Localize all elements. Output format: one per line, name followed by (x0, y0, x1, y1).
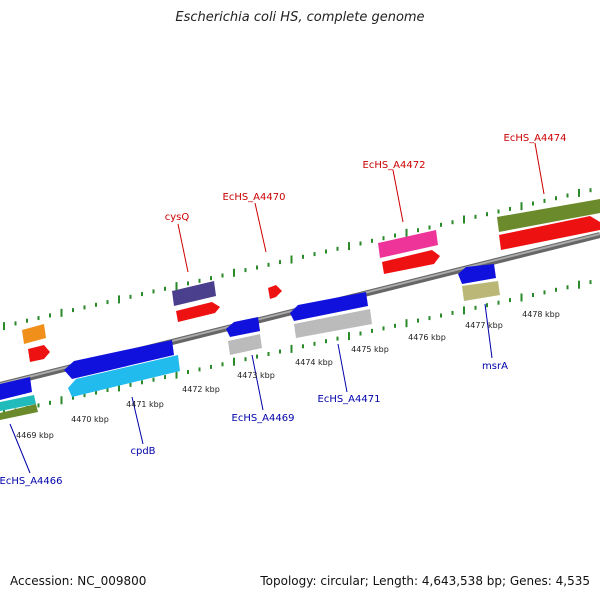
gene-EcHS_A4471[interactable] (290, 292, 368, 321)
gene-red-3[interactable] (382, 250, 440, 274)
label-EcHS_A4469: EcHS_A4469 (232, 413, 295, 424)
gene-msrA[interactable] (458, 264, 496, 284)
map-title: Escherichia coli HS, complete genome (175, 10, 425, 25)
gene-red-small-1[interactable] (28, 345, 50, 362)
reverse-leader-lines (9, 303, 493, 474)
gene-EcHS_A4466[interactable] (0, 377, 32, 400)
gene-cyan-long[interactable] (68, 355, 180, 397)
kbp-label-4474: 4474 kbp (295, 358, 333, 367)
gene-EcHS_A4470[interactable] (268, 285, 282, 299)
accession-text: Accession: NC_009800 (10, 574, 147, 588)
label-cysQ: cysQ (165, 212, 190, 223)
gene-EcHS_A4472[interactable] (378, 230, 438, 258)
label-msrA: msrA (482, 361, 508, 372)
kbp-label-4475: 4475 kbp (351, 345, 389, 354)
gene-cyan-small[interactable] (0, 395, 36, 411)
tick-track-forward (3, 188, 592, 331)
gene-orange[interactable] (22, 324, 46, 344)
label-cpdB: cpdB (130, 446, 155, 457)
gene-EcHS_A4474[interactable] (497, 199, 600, 232)
label-EcHS_A4474: EcHS_A4474 (504, 133, 567, 144)
gene-khaki[interactable] (462, 281, 500, 301)
forward-leader-lines (177, 142, 545, 273)
gene-cysQ[interactable] (172, 281, 216, 306)
gene-red-2[interactable] (176, 302, 220, 322)
label-EcHS_A4472: EcHS_A4472 (363, 160, 426, 171)
gene-olive-small[interactable] (0, 404, 38, 420)
gene-grey-1[interactable] (228, 334, 262, 355)
kbp-label-4472: 4472 kbp (182, 385, 220, 394)
label-EcHS_A4470: EcHS_A4470 (223, 192, 286, 203)
kbp-label-4469: 4469 kbp (16, 431, 54, 440)
gene-EcHS_A4469[interactable] (226, 317, 260, 337)
gene-cpdB[interactable] (64, 340, 174, 379)
kbp-label-4473: 4473 kbp (237, 371, 275, 380)
kbp-label-4478: 4478 kbp (522, 310, 560, 319)
kbp-label-4477: 4477 kbp (465, 321, 503, 330)
gene-red-4[interactable] (499, 216, 600, 250)
tick-track-reverse (3, 280, 592, 418)
gene-grey-long[interactable] (294, 309, 372, 338)
label-EcHS_A4471: EcHS_A4471 (318, 394, 381, 405)
kbp-label-4476: 4476 kbp (408, 333, 446, 342)
kbp-label-4471: 4471 kbp (126, 400, 164, 409)
genome-summary-text: Topology: circular; Length: 4,643,538 bp… (260, 574, 590, 588)
kbp-label-4470: 4470 kbp (71, 415, 109, 424)
label-EcHS_A4466: EcHS_A4466 (0, 476, 62, 487)
